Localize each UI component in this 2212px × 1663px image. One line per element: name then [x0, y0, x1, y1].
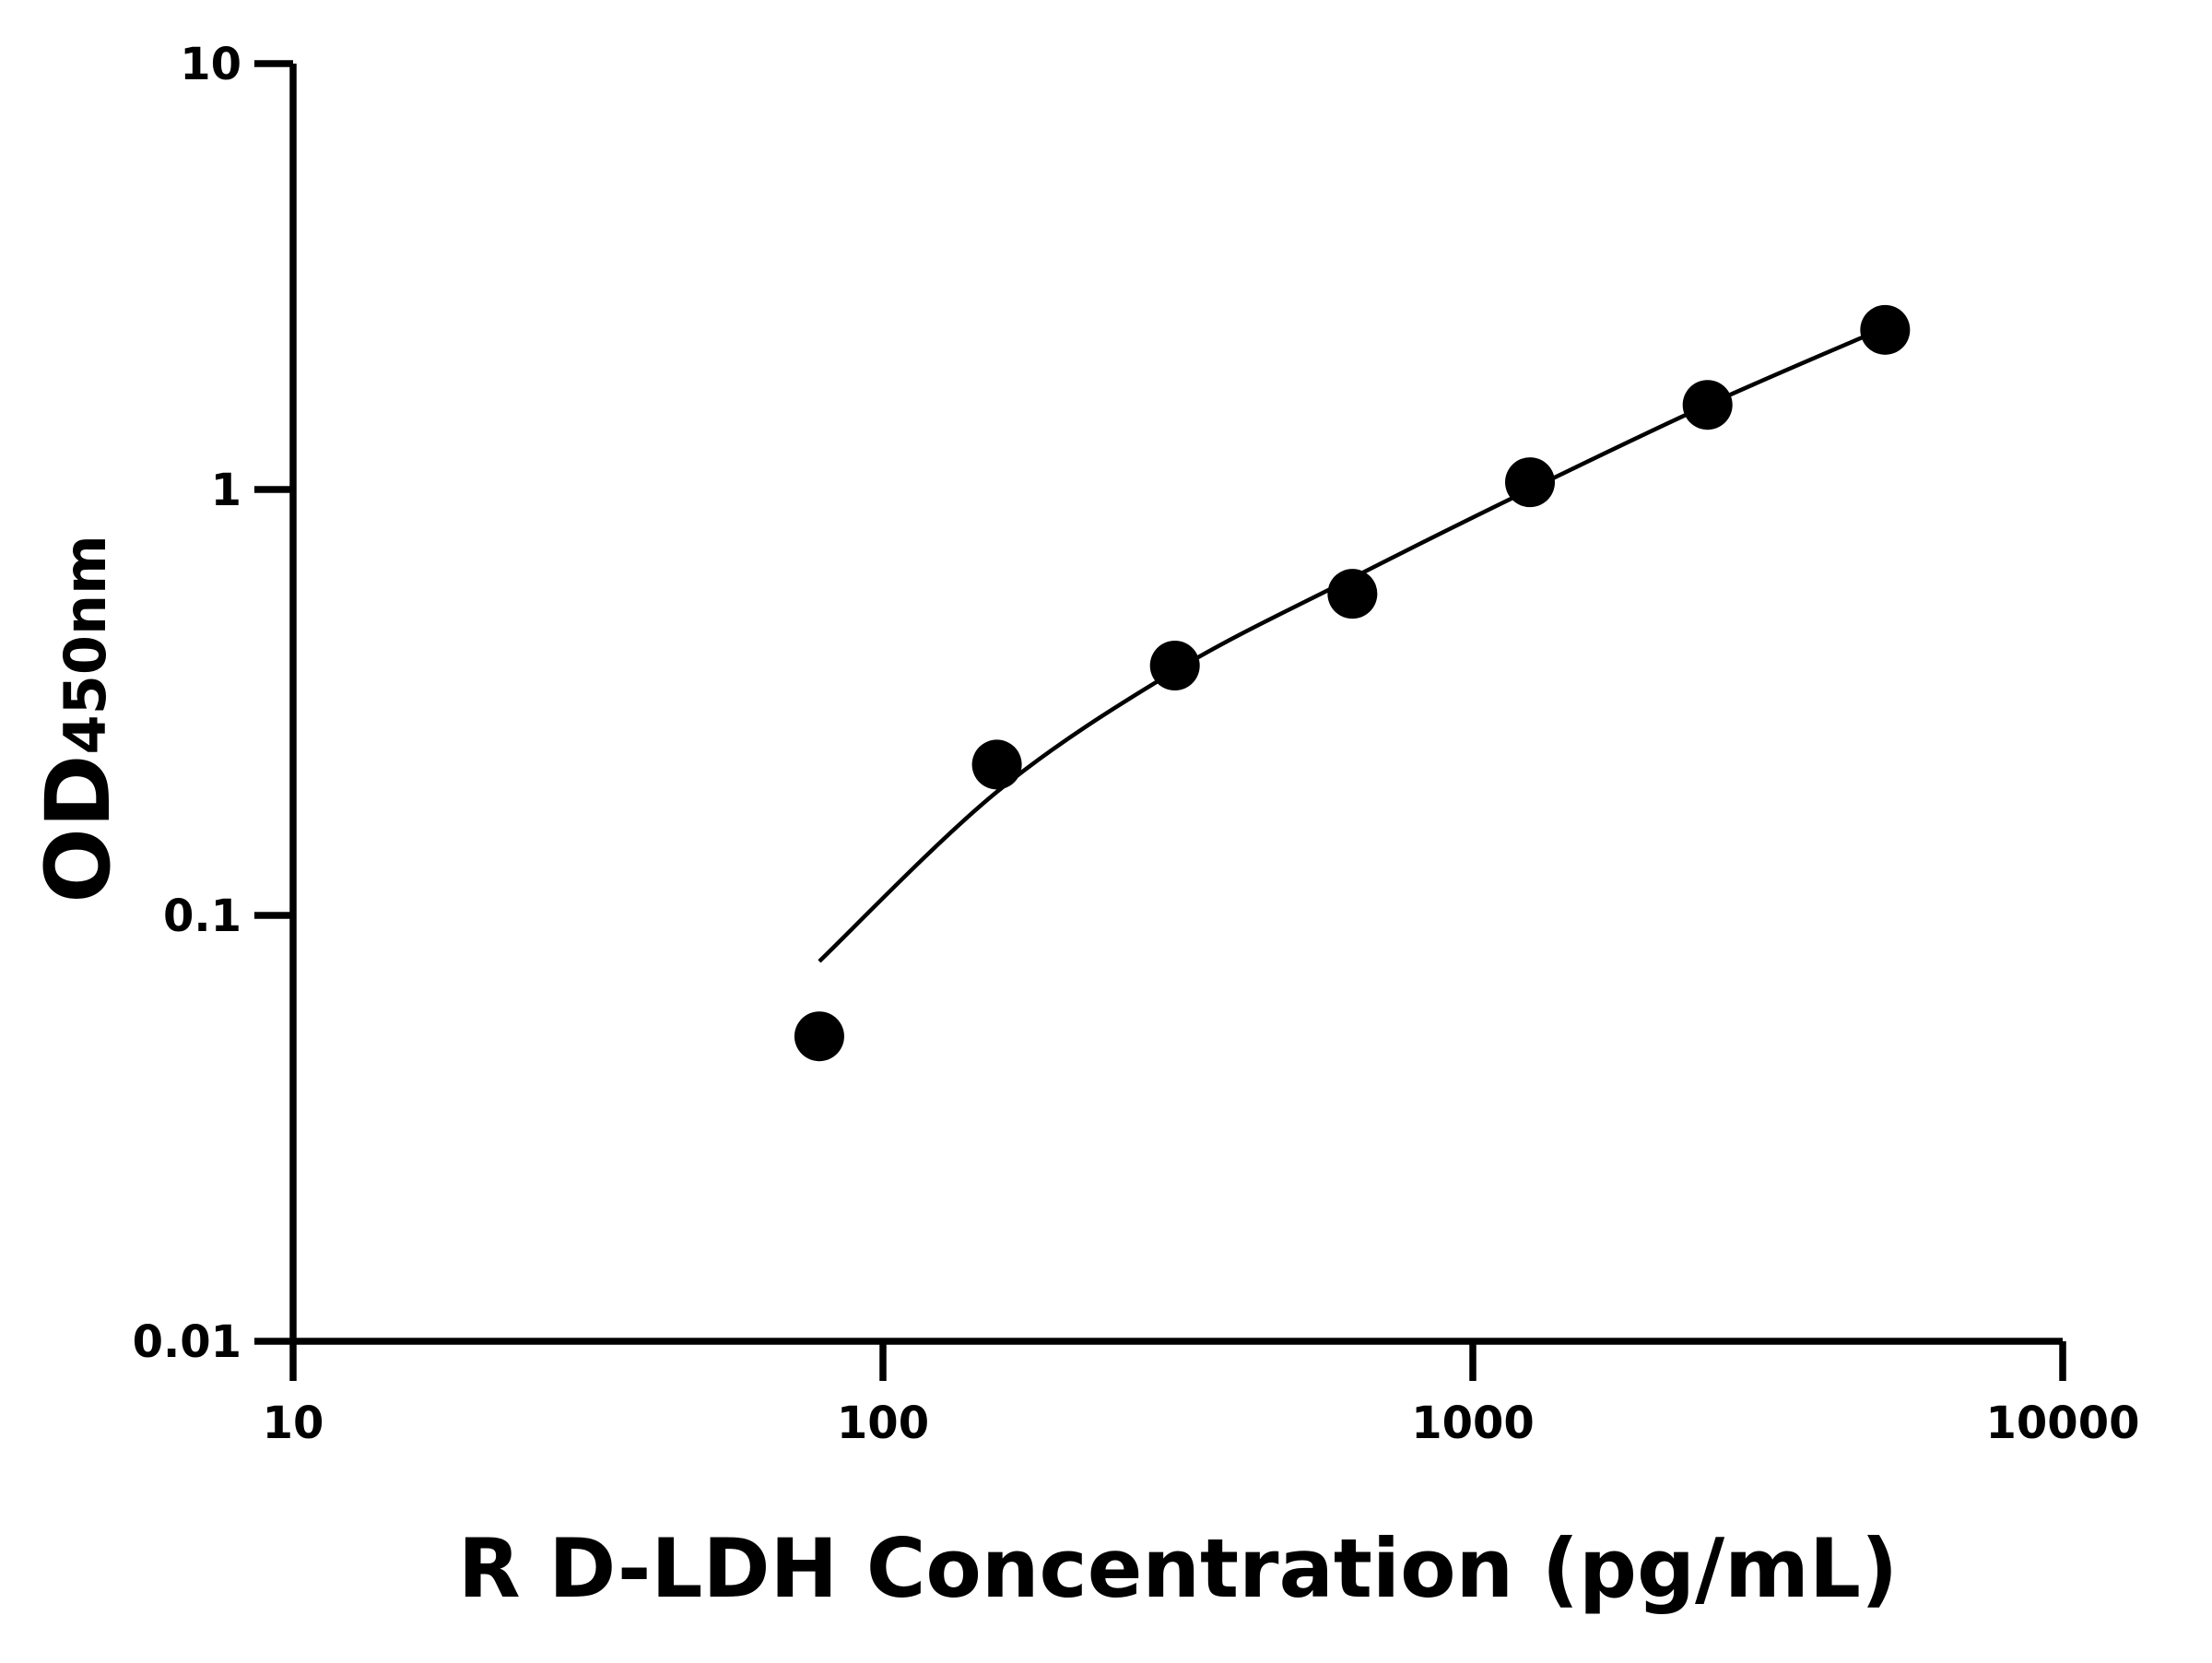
x-tick-label: 1000 [1411, 1398, 1535, 1449]
data-point [1505, 457, 1556, 508]
y-axis-title-subscript: 450nm [52, 535, 119, 754]
y-tick-label: 1 [211, 465, 241, 516]
data-point [1149, 640, 1200, 690]
data-point [1327, 569, 1378, 619]
x-tick-label: 10 [263, 1398, 324, 1449]
x-tick-label: 10000 [1986, 1398, 2140, 1449]
ticks: 10 100 1000 10000 0.01 0.1 1 10 [133, 39, 2140, 1449]
x-axis-title: R D-LDH Concentration (pg/mL) [458, 1521, 1898, 1616]
fit-curve [818, 325, 1887, 963]
y-tick-label: 0.1 [163, 890, 241, 942]
y-tick-label: 10 [180, 39, 241, 90]
y-tick-label: 0.01 [133, 1316, 241, 1368]
data-point [1682, 380, 1733, 430]
x-tick-label: 100 [837, 1398, 929, 1449]
y-axis-title-main: OD [27, 754, 130, 902]
axes [289, 64, 2063, 1345]
data-point [1860, 304, 1911, 355]
data-point [794, 1011, 844, 1062]
data-points [794, 304, 1911, 1062]
data-point [971, 739, 1022, 790]
y-axis-title: OD450nm [27, 535, 130, 902]
